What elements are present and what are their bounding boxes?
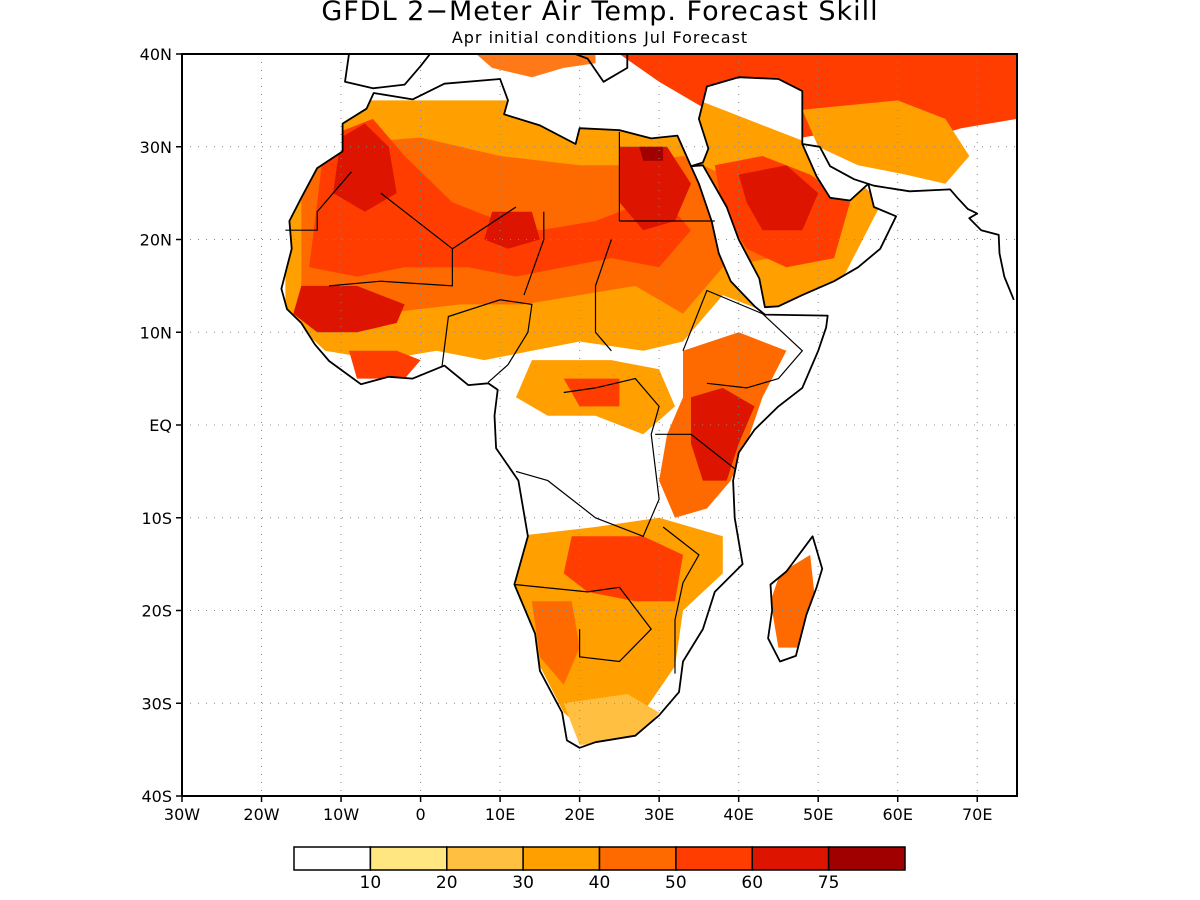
field-libya-60 [484,211,540,249]
x-tick-label: 30E [644,805,674,824]
x-tick-label: 40E [723,805,753,824]
y-tick-label: 30N [140,138,172,157]
border-nigeria [441,299,533,383]
coastline-iran-india [802,143,1015,301]
legend-label: 30 [512,873,534,893]
border-sudan-chad [594,239,612,352]
border-mozambique [662,526,700,674]
legend-swatch [598,846,677,871]
legend-swatch [827,846,906,871]
legend-swatch [293,846,372,871]
field-north-strip [476,54,596,78]
border-tanzania [655,433,736,470]
legend-label: 10 [360,873,382,893]
y-tick-label: 10N [140,323,172,342]
x-tick-label: 60E [882,805,912,824]
field-namibia-40 [531,601,580,685]
coastline-arabia [690,76,897,309]
field-sahara-50 [309,118,691,277]
border-botswana [579,586,652,663]
field-congo-10 [547,434,636,500]
field-egypt-60 [619,146,691,231]
x-tick-label: 50E [803,805,833,824]
field-arabia-60 [738,165,819,231]
x-tick-label: 20E [564,805,594,824]
legend-label: 40 [589,873,611,893]
border-drc [515,377,660,538]
y-tick-label: 40S [141,787,172,806]
field-guinea-50 [349,350,421,379]
y-tick-label: 10S [141,509,172,528]
y-tick-label: 40N [140,45,172,64]
legend-swatch [446,846,524,871]
coastline-madagascar [767,535,824,663]
field-eastafrica-60 [691,387,755,481]
field-madagascar-40 [770,554,815,648]
border-angola-namibia [514,583,620,593]
border-mali [329,248,453,287]
field-westafrica-60 [293,285,405,333]
map-title: GFDL 2−Meter Air Temp. Forecast Skill [321,0,879,27]
legend-label: 20 [436,873,458,893]
border-mauritania [285,171,352,231]
y-tick-label: 30S [141,694,172,713]
map-subtitle: Apr initial conditions Jul Forecast [451,28,749,47]
field-southern-50 [563,536,683,602]
x-tick-label: 70E [962,805,992,824]
legend-label: 50 [665,873,687,893]
legend-swatch [369,846,448,871]
x-tick-label: 0 [415,805,425,824]
coastline-africa [280,78,829,749]
x-tick-label: 10E [485,805,515,824]
x-tick-label: 20W [243,805,279,824]
field-nw-60 [333,123,397,212]
border-ethiopia [682,289,804,389]
legend-swatch [675,846,754,871]
legend-label: 60 [741,873,763,893]
y-tick-label: 20N [140,231,172,250]
border-niger-chad [523,211,545,296]
y-tick-label: 20S [141,602,172,621]
field-iran [802,100,970,184]
field-egypt-75 [639,146,664,161]
y-tick-label: EQ [149,416,172,435]
legend-label: 75 [818,873,840,893]
coastline-europe [344,54,752,90]
legend-swatch [751,846,830,871]
x-tick-label: 10W [323,805,359,824]
legend-swatch [522,846,601,871]
x-tick-label: 30W [164,805,200,824]
field-sa-20 [563,694,660,745]
